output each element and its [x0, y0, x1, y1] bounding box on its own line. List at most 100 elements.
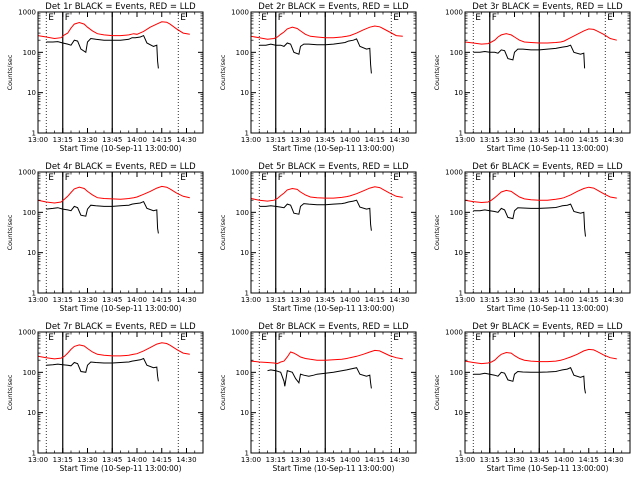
x-tick-label: 13:30 — [77, 456, 97, 464]
x-tick-label: 13:00 — [241, 136, 261, 144]
lld-series-line — [250, 349, 403, 365]
marker-label: E — [475, 173, 481, 183]
x-tick-label: 13:30 — [290, 456, 310, 464]
marker-label: E — [607, 13, 613, 23]
y-tick-label: 1000 — [445, 329, 463, 337]
y-tick-label: 100 — [23, 369, 36, 377]
y-tick-label: 1 — [245, 290, 249, 298]
x-tick-label: 14:00 — [340, 456, 360, 464]
x-tick-label: 13:15 — [480, 296, 500, 304]
y-tick-label: 100 — [450, 49, 463, 57]
y-tick-label: 10 — [454, 89, 463, 97]
y-tick-label: 1000 — [18, 169, 36, 177]
x-tick-label: 14:15 — [152, 456, 172, 464]
x-tick-label: 13:00 — [28, 456, 48, 464]
marker-label: E — [48, 13, 54, 23]
marker-label: E — [261, 13, 267, 23]
y-tick-label: 100 — [450, 209, 463, 217]
x-tick-label: 14:15 — [152, 136, 172, 144]
y-tick-label: 100 — [450, 369, 463, 377]
x-axis-label: Start Time (10-Sep-11 13:00:00) — [273, 304, 395, 313]
y-axis-label: Counts/sec — [219, 54, 227, 90]
y-tick-label: 1 — [245, 450, 249, 458]
x-tick-label: 14:15 — [365, 296, 385, 304]
x-tick-label: 13:30 — [504, 456, 524, 464]
x-tick-label: 13:15 — [53, 296, 73, 304]
x-tick-label: 13:30 — [290, 136, 310, 144]
y-axis-label: Counts/sec — [6, 374, 14, 410]
x-tick-label: 13:45 — [315, 296, 335, 304]
x-tick-label: 14:00 — [340, 136, 360, 144]
x-tick-label: 14:30 — [603, 456, 623, 464]
marker-label: E — [393, 13, 399, 23]
x-tick-label: 14:30 — [603, 136, 623, 144]
y-tick-label: 1 — [459, 290, 463, 298]
x-tick-label: 14:15 — [579, 136, 599, 144]
panel-title: Det 3r BLACK = Events, RED = LLD — [472, 2, 623, 12]
x-tick-label: 13:45 — [102, 136, 122, 144]
x-tick-label: 13:15 — [266, 136, 286, 144]
marker-label: E — [48, 173, 54, 183]
x-tick-label: 13:15 — [53, 456, 73, 464]
y-axis-label: Counts/sec — [433, 374, 441, 410]
x-tick-label: 13:15 — [480, 136, 500, 144]
y-tick-label: 1 — [32, 450, 36, 458]
y-axis-label: Counts/sec — [6, 54, 14, 90]
y-tick-label: 1000 — [445, 9, 463, 17]
x-tick-label: 14:00 — [127, 136, 147, 144]
y-tick-label: 10 — [27, 249, 36, 257]
events-series-line — [259, 38, 372, 74]
x-tick-label: 14:30 — [389, 136, 409, 144]
lld-series-line — [464, 348, 617, 365]
events-series-line — [473, 44, 586, 69]
y-tick-label: 100 — [236, 49, 249, 57]
marker-label: F — [278, 333, 283, 343]
marker-label: F — [278, 173, 283, 183]
panel-title: Det 4r BLACK = Events, RED = LLD — [45, 162, 196, 172]
y-tick-label: 10 — [454, 249, 463, 257]
events-series-line — [267, 367, 372, 389]
marker-label: E — [261, 173, 267, 183]
y-tick-label: 1 — [32, 130, 36, 138]
panel-title: Det 5r BLACK = Events, RED = LLD — [258, 162, 409, 172]
marker-label: E — [180, 333, 186, 343]
lld-series-line — [250, 25, 403, 40]
x-tick-label: 13:30 — [77, 296, 97, 304]
x-tick-label: 13:00 — [241, 296, 261, 304]
x-tick-label: 13:45 — [102, 296, 122, 304]
marker-label: F — [65, 173, 70, 183]
y-tick-label: 10 — [27, 409, 36, 417]
y-tick-label: 1000 — [231, 329, 249, 337]
marker-label: E — [393, 173, 399, 183]
x-tick-label: 14:15 — [152, 296, 172, 304]
y-axis-label: Counts/sec — [219, 214, 227, 250]
lld-series-line — [37, 342, 190, 360]
marker-label: E — [180, 173, 186, 183]
events-series-line — [259, 199, 372, 231]
x-tick-label: 14:30 — [176, 136, 196, 144]
marker-label: F — [65, 333, 70, 343]
y-axis-label: Counts/sec — [433, 54, 441, 90]
x-axis-label: Start Time (10-Sep-11 13:00:00) — [273, 144, 395, 153]
y-tick-label: 100 — [236, 209, 249, 217]
marker-label: E — [475, 13, 481, 23]
x-tick-label: 14:15 — [365, 456, 385, 464]
x-tick-label: 13:30 — [504, 136, 524, 144]
x-tick-label: 14:00 — [127, 296, 147, 304]
x-tick-label: 13:00 — [455, 456, 475, 464]
x-tick-label: 14:30 — [603, 296, 623, 304]
x-tick-label: 14:30 — [389, 296, 409, 304]
x-tick-label: 14:30 — [176, 456, 196, 464]
lld-series-line — [464, 28, 617, 45]
marker-label: F — [278, 13, 283, 23]
y-tick-label: 1000 — [18, 329, 36, 337]
x-tick-label: 14:30 — [389, 456, 409, 464]
x-tick-label: 13:30 — [77, 136, 97, 144]
x-tick-label: 13:15 — [480, 456, 500, 464]
x-tick-label: 13:15 — [53, 136, 73, 144]
x-tick-label: 13:30 — [504, 296, 524, 304]
